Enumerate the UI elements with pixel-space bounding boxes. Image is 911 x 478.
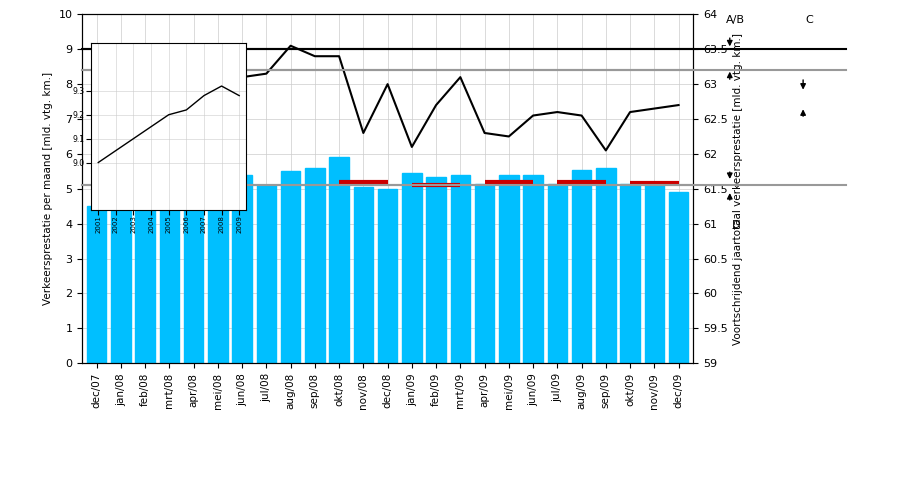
Bar [523,175,542,363]
Bar [596,168,615,363]
Bar [135,185,155,363]
Bar [377,189,397,363]
Bar [208,176,228,363]
Bar [256,185,276,363]
Bar [475,184,494,363]
Bar [547,184,567,363]
Bar [184,175,203,363]
Bar [87,206,107,363]
Y-axis label: Verkeersprestatie per maand [mld. vtg. km.]: Verkeersprestatie per maand [mld. vtg. k… [43,72,53,305]
Bar [111,182,130,363]
Bar [619,184,640,363]
Bar [305,168,324,363]
Bar [450,175,469,363]
Bar [571,170,590,363]
Bar [232,175,251,363]
Bar [281,172,300,363]
Bar [402,173,421,363]
Bar [498,175,518,363]
Bar [353,187,373,363]
Y-axis label: Voortschrijdend jaartotaal verkeersprestatie [mld. vtg. km.]: Voortschrijdend jaartotaal verkeersprest… [732,33,742,345]
Text: D: D [731,220,740,230]
Bar [329,157,348,363]
Text: A/B: A/B [725,15,744,25]
Bar [668,192,688,363]
Bar [159,175,179,363]
Bar [426,176,445,363]
Text: C: C [804,15,813,25]
Bar [644,184,663,363]
